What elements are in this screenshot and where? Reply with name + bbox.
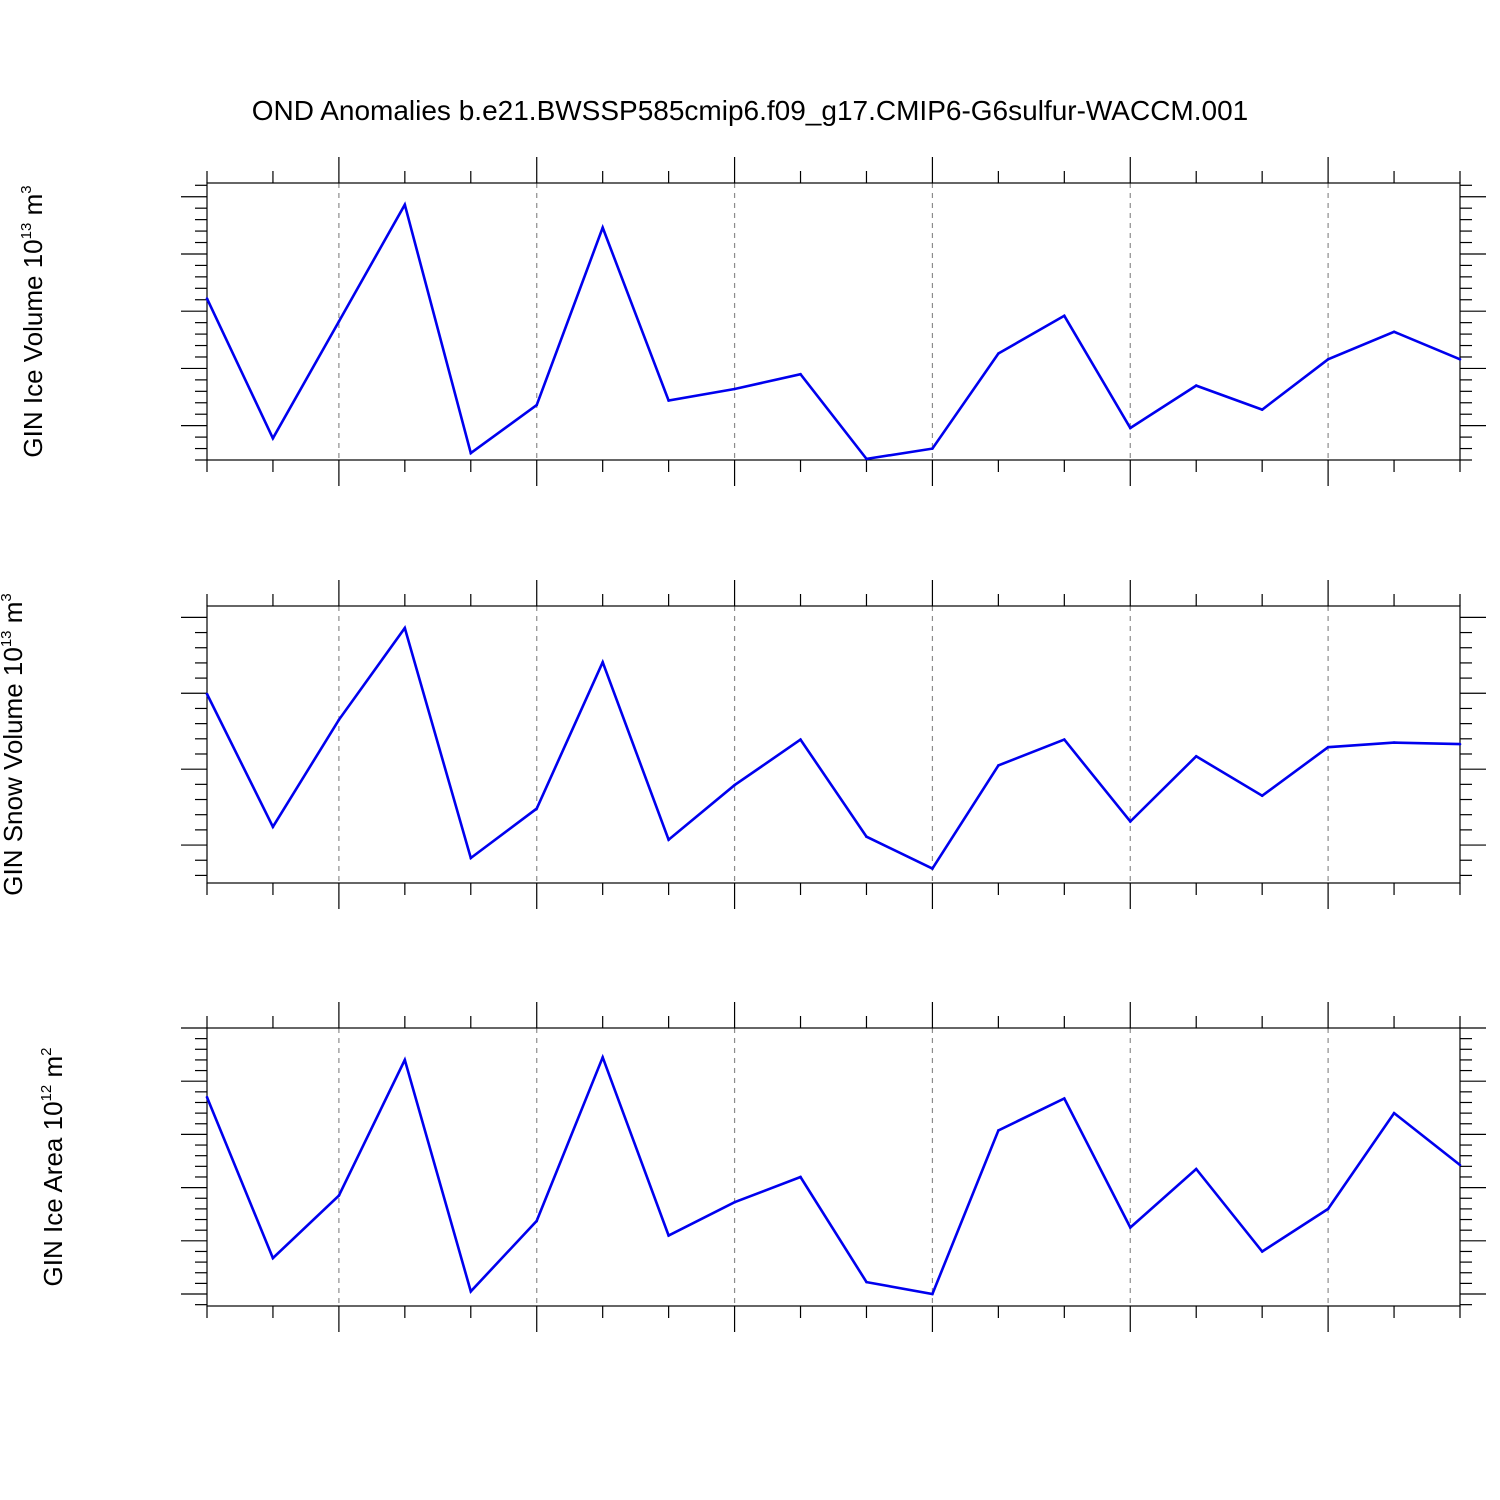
- data-point: [1392, 741, 1396, 744]
- y-axis-label-exponent: 13: [0, 630, 15, 647]
- data-point: [1260, 1250, 1264, 1253]
- data-point: [271, 1256, 275, 1260]
- data-point: [403, 1058, 407, 1062]
- data-point: [799, 738, 802, 741]
- data-point: [205, 692, 209, 696]
- data-point: [865, 457, 868, 461]
- y-axis-label: GIN Ice Area 1012 m2: [38, 1048, 68, 1287]
- y-axis-label-unit: m: [0, 602, 28, 631]
- data-point: [205, 297, 209, 300]
- data-point: [1326, 745, 1330, 749]
- data-point: [733, 1200, 736, 1204]
- y-axis-label-text: GIN Ice Volume 10: [18, 239, 48, 457]
- y-axis-label-exponent: 12: [38, 1085, 55, 1102]
- chart-panel-1: GIN Ice Volume 1013 m3: [18, 157, 1486, 486]
- series-line: [205, 625, 1461, 871]
- data-point: [1063, 1097, 1066, 1100]
- data-point: [667, 1234, 670, 1237]
- data-point: [1128, 1226, 1132, 1229]
- data-point: [667, 399, 670, 402]
- data-point: [865, 835, 868, 839]
- data-point: [997, 764, 1000, 767]
- data-point: [469, 856, 473, 860]
- data-point: [1260, 794, 1264, 798]
- data-point: [931, 447, 934, 450]
- data-point: [931, 867, 934, 870]
- y-axis-label-text: GIN Ice Area 10: [38, 1101, 68, 1286]
- y-axis-label-unit: m: [38, 1056, 68, 1085]
- data-point: [601, 226, 604, 229]
- data-point: [271, 825, 275, 829]
- data-point: [271, 436, 275, 440]
- data-point: [337, 320, 341, 323]
- data-point: [1458, 742, 1462, 746]
- data-point: [601, 1055, 604, 1059]
- data-point: [403, 626, 407, 630]
- data-point: [799, 1175, 802, 1179]
- data-point: [1392, 1111, 1396, 1115]
- data-point: [1063, 738, 1066, 741]
- data-point: [865, 1280, 868, 1284]
- data-point: [469, 451, 473, 455]
- data-point: [535, 807, 539, 810]
- data-point: [1392, 330, 1396, 334]
- data-point: [733, 387, 736, 391]
- y-axis-label: GIN Snow Volume 1013 m3: [0, 593, 28, 896]
- figure-title: OND Anomalies b.e21.BWSSP585cmip6.f09_g1…: [252, 95, 1249, 126]
- y-axis-label-unit-exponent: 2: [38, 1048, 55, 1056]
- data-point: [733, 783, 736, 787]
- data-point: [1458, 357, 1462, 361]
- data-point: [1128, 820, 1132, 823]
- data-point: [1260, 408, 1264, 411]
- data-point: [469, 1290, 473, 1293]
- data-point: [1063, 314, 1066, 318]
- data-point: [1128, 426, 1132, 430]
- data-point: [997, 1129, 1000, 1132]
- data-point: [1326, 1207, 1330, 1211]
- data-point: [1194, 754, 1198, 758]
- series-line: [205, 1053, 1461, 1296]
- chart-panel-3: GIN Ice Area 1012 m2: [38, 1002, 1486, 1332]
- data-point: [403, 203, 407, 207]
- data-point: [931, 1292, 934, 1296]
- data-point: [535, 403, 539, 407]
- data-point: [1326, 357, 1330, 361]
- data-point: [337, 718, 341, 722]
- y-axis-label-exponent: 13: [18, 223, 35, 240]
- data-point: [667, 838, 670, 842]
- y-axis-label: GIN Ice Volume 1013 m3: [18, 185, 48, 457]
- data-point: [1194, 384, 1198, 387]
- plot-frame: [206, 605, 1461, 884]
- y-axis-label-unit-exponent: 3: [0, 593, 15, 601]
- chart-panel-2: GIN Snow Volume 1013 m3: [0, 580, 1486, 909]
- data-point: [601, 660, 604, 664]
- data-point: [337, 1194, 341, 1197]
- data-point: [535, 1219, 539, 1223]
- data-point: [1458, 1163, 1462, 1167]
- data-point: [799, 372, 802, 376]
- plot-frame: [206, 182, 1461, 461]
- plot-frame: [206, 1027, 1461, 1307]
- data-point: [997, 352, 1000, 355]
- y-axis-label-unit-exponent: 3: [18, 185, 35, 193]
- y-axis-label-text: GIN Snow Volume 10: [0, 647, 28, 896]
- data-point: [1194, 1167, 1198, 1171]
- y-axis-label-unit: m: [18, 194, 48, 223]
- data-point: [205, 1095, 209, 1099]
- series-line: [205, 201, 1461, 461]
